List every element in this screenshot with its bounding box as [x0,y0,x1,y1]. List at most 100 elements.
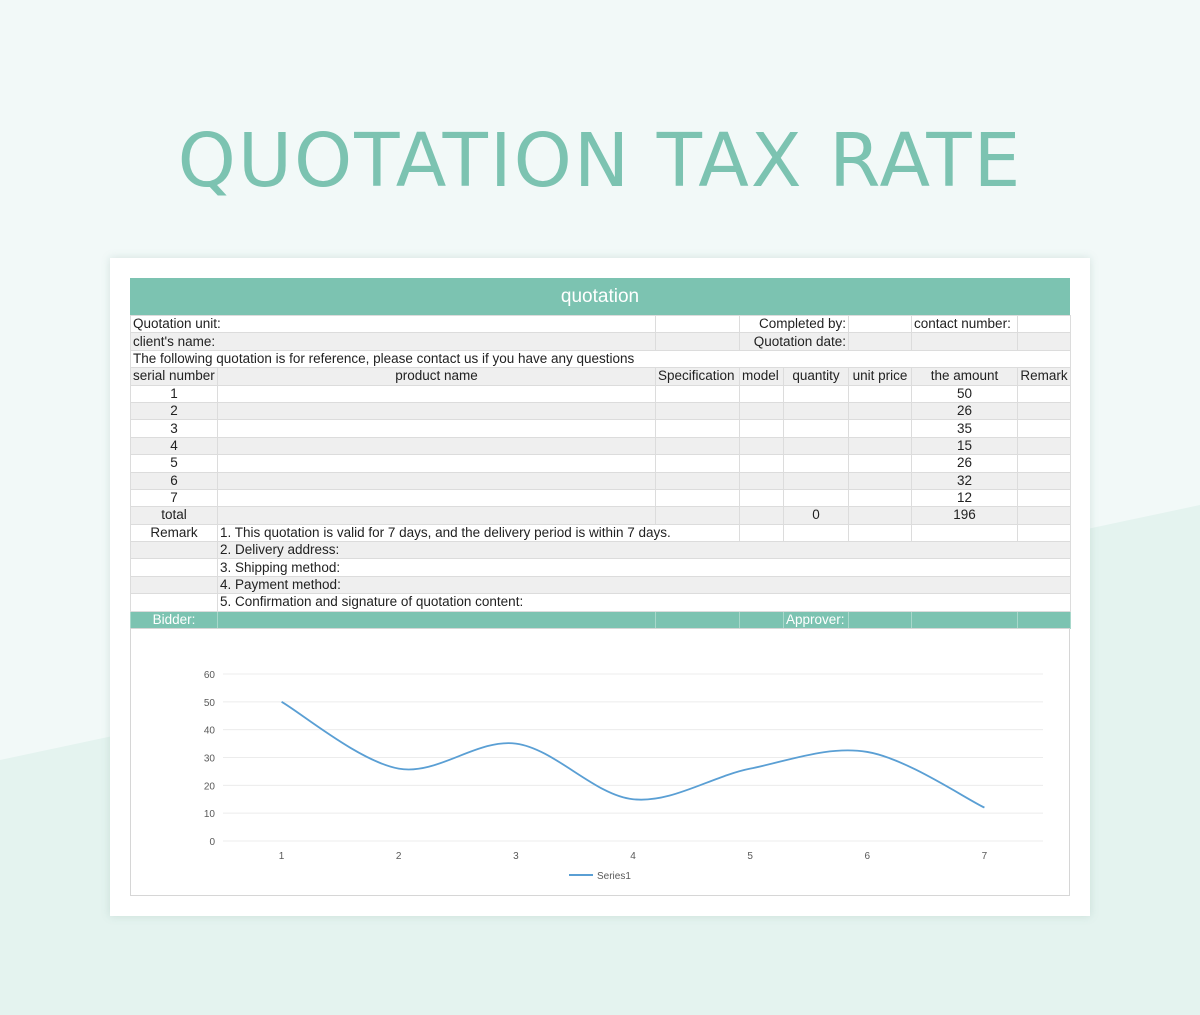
remark-line[interactable]: 3. Shipping method: [216,558,1072,577]
blank-cell[interactable] [911,332,1019,351]
model-cell[interactable] [739,419,784,438]
completed-by-label: Completed by: [738,314,850,334]
total-quantity[interactable]: 0 [782,506,850,525]
quantity-cell[interactable] [782,436,850,456]
blank-cell[interactable] [782,523,850,543]
blank-cell[interactable] [911,523,1019,543]
blank-cell[interactable] [911,610,1019,630]
amount-cell[interactable]: 26 [911,401,1019,421]
amount-cell[interactable]: 32 [911,471,1019,490]
product-cell[interactable] [217,384,656,403]
chart-svg: 0 10 20 30 40 50 60 1 2 3 4 5 6 7 Series1 [204,670,1043,882]
blank-cell[interactable] [1017,506,1072,525]
quotation-unit-label: Quotation unit: [130,314,656,334]
total-amount[interactable]: 196 [911,506,1019,525]
spec-cell[interactable] [655,401,740,421]
spec-cell[interactable] [655,454,740,473]
bidder-signature-cell[interactable] [217,610,656,630]
remark-cell[interactable] [1017,488,1072,508]
blank-cell[interactable] [1017,523,1072,543]
model-cell[interactable] [739,436,784,456]
quantity-cell[interactable] [782,419,850,438]
unit-price-cell[interactable] [848,454,913,473]
remark-cell[interactable] [1017,384,1072,403]
unit-price-cell[interactable] [848,436,913,456]
remark-cell[interactable] [1017,401,1072,421]
blank-cell[interactable] [848,523,913,543]
clients-name-cell[interactable] [655,332,740,351]
model-cell[interactable] [739,454,784,473]
quantity-cell[interactable] [782,401,850,421]
clients-name-label: client's name: [130,332,656,351]
completed-by-cell[interactable] [848,314,913,334]
serial-cell[interactable]: 7 [130,488,218,508]
unit-price-cell[interactable] [848,471,913,490]
blank-cell[interactable] [739,506,784,525]
product-cell[interactable] [217,419,656,438]
remark-cell[interactable] [1017,471,1072,490]
model-cell[interactable] [739,488,784,508]
blank-cell[interactable] [655,610,740,630]
blank-cell[interactable] [739,610,784,630]
remark-row: 2. Delivery address: [130,541,1072,560]
serial-cell[interactable]: 4 [130,436,218,456]
page-title: QUOTATION TAX RATE [177,118,1023,204]
remark-cell[interactable] [1017,419,1072,438]
remark-line[interactable]: 5. Confirmation and signature of quotati… [216,593,1072,612]
spreadsheet: quotation Quotation unit: Completed by: … [129,278,1072,630]
unit-price-cell[interactable] [848,384,913,403]
amount-cell[interactable]: 15 [911,436,1019,456]
spec-cell[interactable] [655,436,740,456]
model-cell[interactable] [739,384,784,403]
serial-cell[interactable]: 3 [130,419,218,438]
blank-cell[interactable] [1017,610,1072,630]
amount-cell[interactable]: 50 [911,384,1019,403]
quotation-date-cell[interactable] [848,332,913,351]
unit-price-cell[interactable] [848,419,913,438]
model-cell[interactable] [739,471,784,490]
amount-cell[interactable]: 12 [911,488,1019,508]
blank-cell[interactable] [1017,332,1072,351]
spec-cell[interactable] [655,419,740,438]
blank-cell[interactable] [848,506,913,525]
unit-price-cell[interactable] [848,488,913,508]
product-cell[interactable] [217,401,656,421]
info-row-2: client's name: Quotation date: [130,332,1072,351]
y-tick-label: 10 [204,809,216,820]
blank-cell[interactable] [655,506,740,525]
serial-cell[interactable]: 1 [130,384,218,403]
product-cell[interactable] [217,436,656,456]
spec-cell[interactable] [655,488,740,508]
line-chart[interactable]: 0 10 20 30 40 50 60 1 2 3 4 5 6 7 Series1 [130,628,1070,896]
serial-cell[interactable]: 5 [130,454,218,473]
x-tick-label: 1 [279,851,285,862]
remark-cell[interactable] [1017,454,1072,473]
quantity-cell[interactable] [782,384,850,403]
product-cell[interactable] [217,488,656,508]
spec-cell[interactable] [655,471,740,490]
unit-price-cell[interactable] [848,401,913,421]
remark-line[interactable]: 1. This quotation is valid for 7 days, a… [217,523,740,543]
spec-cell[interactable] [655,384,740,403]
y-tick-label: 20 [204,781,216,792]
amount-cell[interactable]: 35 [911,419,1019,438]
sheet-banner: quotation [130,278,1070,315]
remark-line[interactable]: 2. Delivery address: [216,541,1072,560]
approver-signature-cell[interactable] [848,610,913,630]
remark-cell[interactable] [1017,436,1072,456]
serial-cell[interactable]: 2 [130,401,218,421]
amount-cell[interactable]: 26 [911,454,1019,473]
quantity-cell[interactable] [782,471,850,490]
quotation-table: Quotation unit: Completed by: contact nu… [129,314,1072,630]
serial-cell[interactable]: 6 [130,471,218,490]
blank-cell[interactable] [739,523,784,543]
product-cell[interactable] [217,454,656,473]
model-cell[interactable] [739,401,784,421]
contact-number-cell[interactable] [1017,314,1072,334]
product-cell[interactable] [217,471,656,490]
quantity-cell[interactable] [782,454,850,473]
quantity-cell[interactable] [782,488,850,508]
blank-cell[interactable] [217,506,656,525]
quotation-unit-cell[interactable] [655,314,740,334]
remark-line[interactable]: 4. Payment method: [216,575,1072,595]
